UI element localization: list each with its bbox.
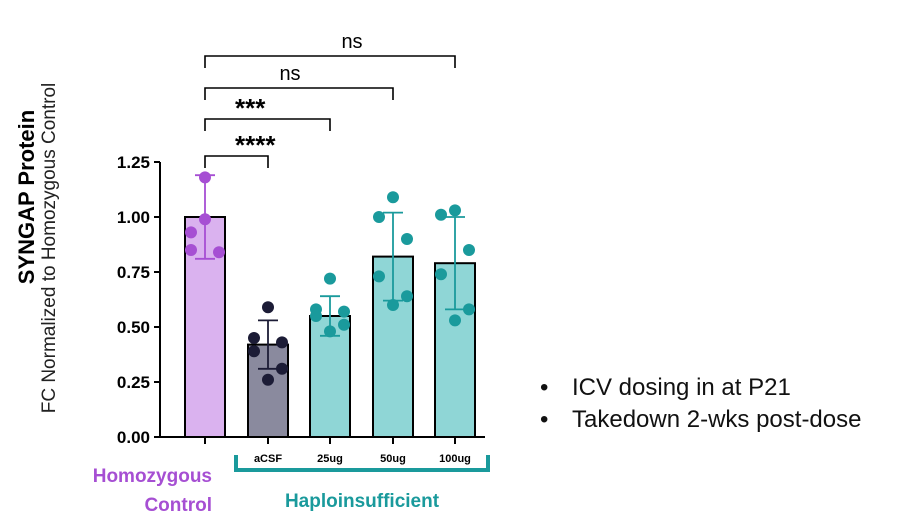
data-point <box>463 244 475 256</box>
significance-bracket <box>204 155 269 168</box>
data-point <box>401 290 413 303</box>
group-label-line-2: Control <box>144 495 212 516</box>
group-label-line-1: Homozygous <box>92 466 212 487</box>
significance-label: ns <box>341 31 362 53</box>
bullet-dot: • <box>540 406 549 433</box>
data-point <box>262 301 274 314</box>
data-point <box>435 208 447 221</box>
significance-label: ns <box>279 63 300 85</box>
data-point <box>387 191 399 204</box>
data-point <box>401 233 413 245</box>
data-point <box>248 332 260 344</box>
x-tick-label: aCSF <box>254 453 282 465</box>
y-tick-label: 0.50 <box>117 318 150 337</box>
y-tick-label: 1.00 <box>117 208 150 227</box>
significance-bracket <box>204 55 456 68</box>
data-point <box>185 226 197 239</box>
data-point <box>435 268 447 281</box>
y-tick-label: 0.75 <box>117 263 150 282</box>
data-point <box>213 246 225 259</box>
significance-bracket <box>204 87 394 100</box>
data-point <box>387 299 399 311</box>
data-point <box>324 272 336 285</box>
significance-label: *** <box>235 93 266 123</box>
data-point <box>338 305 350 318</box>
y-tick-label: 0.25 <box>117 373 150 392</box>
y-tick-label: 0.00 <box>117 428 150 447</box>
x-tick-label: 50ug <box>380 453 406 465</box>
significance-bracket <box>204 118 331 131</box>
x-tick-label: 100ug <box>439 453 471 465</box>
y-axis-subtitle: FC Normalized to Homozygous Control <box>39 82 60 414</box>
bullet-list: • ICV dosing in at P21 • Takedown 2-wks po… <box>540 372 861 436</box>
data-point <box>199 213 211 226</box>
data-point <box>373 211 385 223</box>
data-point <box>338 318 350 331</box>
significance-label: **** <box>235 130 276 160</box>
group-bracket-haploinsufficient <box>234 455 490 472</box>
data-point <box>463 303 475 316</box>
bullet-item: • Takedown 2-wks post-dose <box>540 404 861 436</box>
y-axis-title: SYNGAP Protein <box>14 109 39 285</box>
data-point <box>185 244 197 256</box>
bullet-dot: • <box>540 374 549 401</box>
data-point <box>324 325 336 338</box>
bullet-text: Takedown 2-wks post-dose <box>572 406 862 433</box>
data-point <box>248 345 260 358</box>
data-point <box>262 373 274 386</box>
y-tick-label: 1.25 <box>117 153 150 172</box>
data-point <box>199 171 211 184</box>
data-point <box>276 362 288 375</box>
data-point <box>373 270 385 283</box>
bullet-text: ICV dosing in at P21 <box>572 374 791 401</box>
group-label-haploinsufficient: Haploinsufficient <box>284 491 440 512</box>
data-point <box>310 310 322 322</box>
data-point <box>449 204 461 217</box>
data-point <box>276 336 288 349</box>
data-point <box>449 314 461 327</box>
group-label-homozygous-control: Homozygous Control <box>60 462 212 520</box>
x-tick-label: 25ug <box>317 453 343 465</box>
bullet-item: • ICV dosing in at P21 <box>540 372 861 404</box>
